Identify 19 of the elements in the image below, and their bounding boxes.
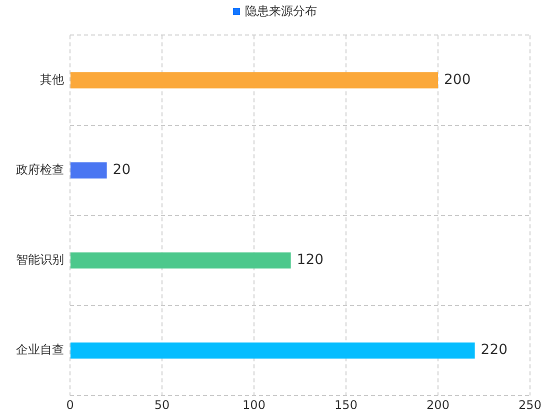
x-tick-label: 250: [518, 398, 542, 412]
x-tick-label: 150: [334, 398, 358, 412]
y-tick-label: 智能识别: [16, 252, 64, 267]
bar: [70, 252, 291, 269]
data-label: 220: [480, 342, 508, 358]
x-tick-label: 200: [426, 398, 450, 412]
bar: [70, 162, 107, 178]
data-label: 200: [444, 72, 471, 88]
y-tick-label: 政府检查: [16, 162, 64, 176]
x-tick-label: 50: [154, 398, 170, 412]
text: 隐患来源分布: [245, 2, 317, 20]
y-tick-label: 其他: [40, 72, 64, 86]
data-label: 120: [296, 252, 324, 268]
x-tick-label: 0: [66, 398, 74, 412]
data-label: 20: [112, 162, 131, 178]
y-tick-label: 企业自查: [16, 342, 64, 357]
x-tick-label: 100: [242, 398, 266, 412]
bar: [70, 342, 475, 359]
bar: [70, 72, 438, 88]
